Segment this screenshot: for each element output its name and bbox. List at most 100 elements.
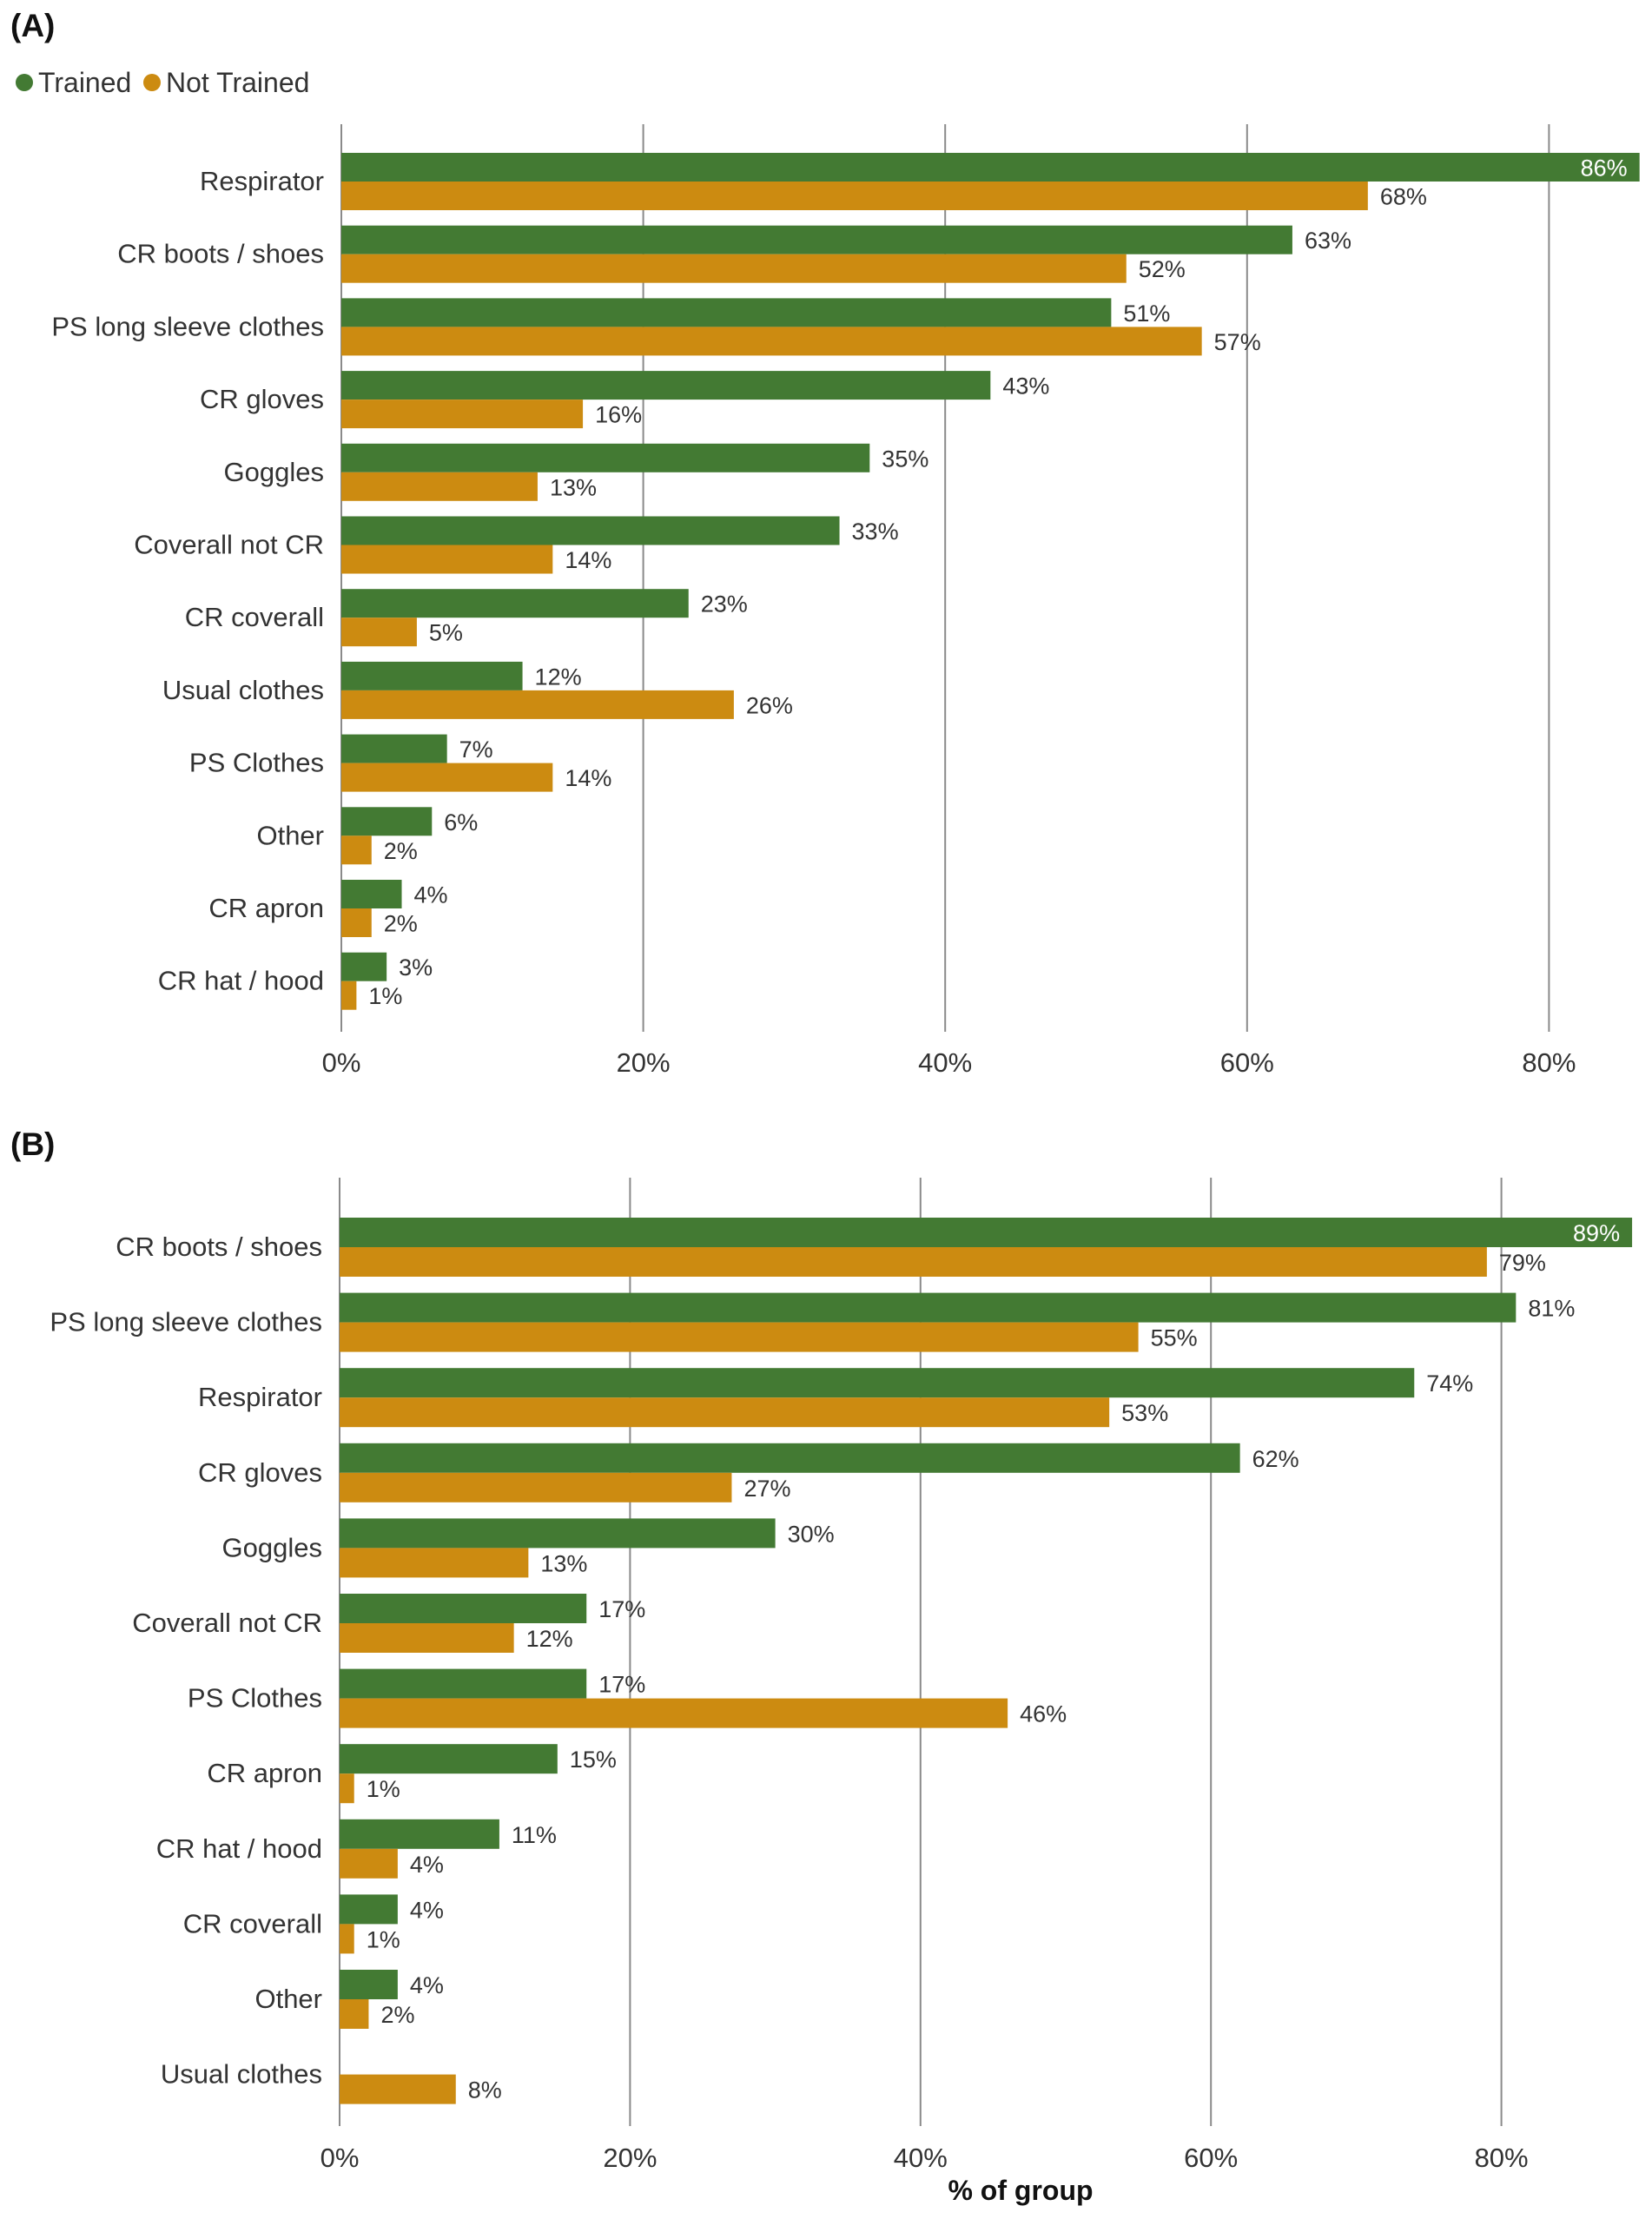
category-label: Goggles (224, 457, 324, 487)
data-label: 4% (410, 1897, 444, 1923)
bar-trained (340, 1443, 1240, 1473)
data-label: 17% (598, 1672, 645, 1698)
legend-trained-label: Trained (38, 67, 131, 98)
category-label: CR gloves (200, 384, 324, 414)
category-label: PS long sleeve clothes (51, 311, 324, 341)
category-label: CR coverall (183, 1908, 322, 1938)
data-label: 62% (1252, 1446, 1299, 1472)
x-tick-label: 40% (894, 2143, 948, 2173)
data-label: 52% (1139, 256, 1186, 282)
data-label: 2% (380, 2002, 414, 2028)
data-label: 4% (410, 1972, 444, 1998)
bar-not-trained (341, 254, 1127, 283)
data-label: 13% (540, 1550, 587, 1576)
data-label: 86% (1581, 155, 1628, 182)
category-label: Goggles (222, 1532, 322, 1562)
bar-trained (341, 952, 387, 981)
category-label: Coverall not CR (132, 1608, 322, 1638)
data-label: 17% (598, 1596, 645, 1622)
bar-trained (341, 880, 402, 908)
bar-trained (341, 443, 870, 472)
data-label: 23% (701, 591, 748, 617)
bar-not-trained (341, 545, 553, 574)
category-label: Respirator (198, 1382, 322, 1412)
x-axis-title: % of group (948, 2175, 1093, 2206)
bar-not-trained (341, 400, 584, 429)
bar-not-trained (340, 1773, 354, 1804)
bar-trained (341, 153, 1640, 182)
data-label: 57% (1214, 329, 1261, 355)
legend-trained-swatch (16, 74, 33, 91)
category-label: Other (256, 820, 324, 850)
data-label: 4% (410, 1852, 444, 1878)
bar-not-trained (340, 1397, 1110, 1428)
bar-trained (341, 371, 991, 400)
x-tick-label: 60% (1220, 1047, 1274, 1078)
bar-not-trained (340, 1472, 732, 1502)
data-label: 3% (399, 954, 433, 981)
data-label: 51% (1123, 300, 1170, 327)
data-label: 46% (1020, 1701, 1067, 1727)
data-label: 6% (444, 809, 478, 835)
bar-not-trained (341, 182, 1368, 210)
data-label: 14% (565, 547, 611, 573)
category-label: CR hat / hood (158, 966, 324, 996)
bar-not-trained (340, 1548, 529, 1578)
bar-not-trained (341, 908, 372, 937)
bar-trained (341, 807, 433, 836)
bar-not-trained (340, 1848, 398, 1879)
bar-trained (340, 1744, 558, 1774)
category-label: Usual clothes (161, 2059, 322, 2090)
bar-not-trained (341, 835, 372, 865)
bar-not-trained (341, 690, 734, 719)
bar-trained (341, 661, 523, 690)
bar-trained (340, 1970, 398, 1999)
x-tick-label: 80% (1522, 1047, 1576, 1078)
bar-trained (341, 589, 689, 618)
data-label: 4% (414, 882, 448, 908)
category-label: CR apron (207, 1758, 322, 1788)
bar-not-trained (341, 327, 1202, 356)
bar-not-trained (340, 1698, 1008, 1728)
category-label: CR hat / hood (156, 1833, 322, 1864)
category-label: CR boots / shoes (116, 1232, 322, 1262)
data-label: 2% (384, 838, 418, 864)
category-label: CR gloves (198, 1457, 322, 1488)
bar-trained (341, 734, 447, 763)
data-label: 5% (429, 620, 463, 646)
data-label: 12% (535, 664, 582, 690)
legend-not-trained-label: Not Trained (166, 67, 309, 98)
bar-not-trained (340, 1322, 1139, 1352)
bar-trained (340, 1518, 776, 1549)
data-label: 81% (1528, 1296, 1575, 1322)
data-label: 89% (1573, 1220, 1620, 1246)
panel-b-label: (B) (10, 1126, 55, 1162)
legend-not-trained-swatch (143, 74, 161, 91)
x-tick-label: 40% (918, 1047, 972, 1078)
category-label: PS long sleeve clothes (50, 1307, 322, 1337)
bar-not-trained (340, 1623, 514, 1653)
data-label: 14% (565, 765, 611, 791)
bar-not-trained (341, 617, 417, 647)
category-label: CR boots / shoes (117, 239, 324, 269)
data-label: 79% (1499, 1250, 1546, 1276)
panel-b-plot: 0% 20% 40% 60% 80% CR boots / shoes 89% 79% PS l… (50, 1178, 1633, 2173)
data-label: 1% (367, 1926, 400, 1952)
data-label: 8% (468, 2077, 502, 2103)
bar-trained (340, 1894, 398, 1925)
data-label: 13% (550, 474, 597, 500)
bar-not-trained (341, 763, 553, 792)
x-tick-label: 20% (617, 1047, 671, 1078)
data-label: 68% (1380, 184, 1427, 210)
bar-not-trained (340, 2074, 456, 2104)
bar-trained (340, 1368, 1415, 1398)
data-label: 1% (367, 1776, 400, 1802)
bar-trained (340, 1292, 1517, 1323)
data-label: 35% (882, 446, 928, 472)
x-tick-label: 60% (1184, 2143, 1238, 2173)
category-label: Other (254, 1984, 322, 2014)
bar-trained (340, 1668, 587, 1699)
bar-trained (341, 516, 840, 545)
bar-not-trained (340, 1924, 354, 1954)
data-label: 1% (368, 983, 402, 1009)
